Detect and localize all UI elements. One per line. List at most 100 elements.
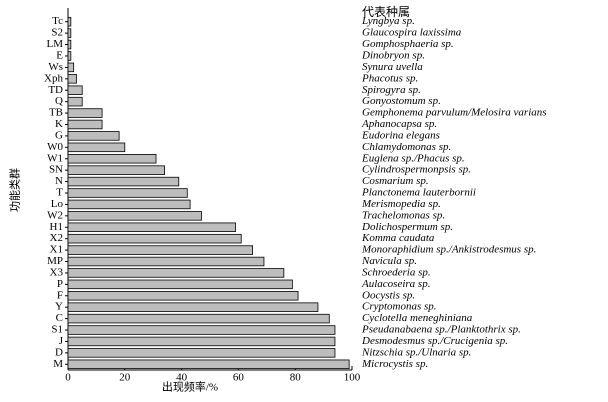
- species-label: Gomphosphaeria sp.: [362, 38, 454, 50]
- y-tick-label: S1: [51, 324, 63, 336]
- bar: [67, 279, 293, 290]
- bar: [67, 199, 191, 210]
- species-label: Pseudanabaena sp./Planktothrix sp.: [361, 324, 521, 336]
- y-tick-label: Ws: [48, 61, 63, 73]
- bar: [67, 108, 103, 118]
- y-tick-label: E: [56, 49, 63, 61]
- y-tick-label: P: [57, 278, 63, 290]
- species-label: Aphanocapsa sp.: [361, 118, 437, 130]
- species-label: Dolichospermum sp.: [361, 221, 453, 233]
- y-tick-label: LM: [47, 38, 64, 50]
- y-tick-label: N: [55, 175, 63, 187]
- bar: [67, 96, 83, 107]
- y-tick-label: C: [56, 312, 63, 324]
- species-label: Merismopedia sp.: [361, 198, 441, 210]
- x-tick-label: 40: [176, 372, 188, 384]
- species-label: Desmodesmus sp./Crucigenia sp.: [361, 335, 508, 347]
- y-tick-label: MP: [47, 255, 63, 267]
- species-label: Komma caudata: [361, 232, 435, 244]
- y-tick-label: Xph: [44, 72, 63, 84]
- species-label: Navicula sp.: [361, 255, 417, 267]
- bar: [67, 188, 188, 198]
- y-tick-label: W1: [47, 152, 63, 164]
- x-tick-label: 80: [290, 372, 302, 384]
- species-label: Spirogyra sp.: [362, 84, 421, 96]
- y-tick-label: SN: [49, 164, 63, 176]
- bar: [67, 313, 330, 324]
- x-tick-label: 60: [233, 372, 245, 384]
- species-label: Dinobryon sp.: [361, 49, 425, 61]
- bar: [67, 16, 72, 27]
- bar: [67, 39, 72, 50]
- bar: [67, 165, 165, 175]
- y-tick-label: TB: [49, 107, 63, 119]
- bar: [67, 211, 202, 221]
- bar: [67, 51, 72, 61]
- x-tick-label: 20: [119, 372, 131, 384]
- bar: [67, 359, 350, 370]
- y-tick-label: K: [55, 118, 63, 130]
- species-label: Cylindrospermonpsis sp.: [362, 164, 471, 176]
- species-label: Microcystis sp.: [361, 358, 428, 370]
- species-label: Oocystis sp.: [362, 289, 415, 301]
- bar: [67, 291, 299, 301]
- bar: [67, 233, 242, 244]
- bar: [67, 154, 157, 164]
- bar: [67, 256, 265, 267]
- species-label: Eudorina elegans: [361, 129, 440, 141]
- bar: [67, 302, 319, 312]
- species-label: Euglena sp./Phacus sp.: [361, 152, 465, 164]
- species-label: Cryptomonas sp.: [362, 301, 437, 313]
- species-label: Phacotus sp.: [361, 72, 418, 84]
- species-label: Planctonema lauterbornii: [361, 187, 476, 199]
- y-axis-label: 功能类群: [8, 168, 22, 212]
- bar: [67, 74, 77, 84]
- species-label: Gemphonema parvulum/Melosira varians: [362, 107, 547, 119]
- species-label: Synura uvella: [362, 61, 423, 73]
- bar: [67, 245, 254, 255]
- y-tick-label: Lo: [51, 198, 64, 210]
- bar: [67, 336, 336, 347]
- species-header: 代表种属: [362, 5, 410, 19]
- bar: [67, 348, 336, 358]
- bar: [67, 131, 120, 141]
- bar: [67, 28, 72, 38]
- y-tick-label: X2: [50, 232, 63, 244]
- y-tick-label: H1: [50, 221, 63, 233]
- species-label: Chlamydomonas sp.: [362, 141, 451, 153]
- bar: [67, 85, 83, 95]
- bar: [67, 142, 126, 153]
- x-axis-label: 出现频率/%: [162, 380, 218, 394]
- y-tick-label: X3: [50, 266, 64, 278]
- species-label: Nitzschia sp./Ulnaria sp.: [361, 346, 471, 358]
- species-label: Trachelomonas sp.: [362, 209, 445, 221]
- species-label: Cosmarium sp.: [362, 175, 429, 187]
- x-tick-label: 0: [65, 372, 71, 384]
- y-tick-label: M: [53, 358, 63, 370]
- species-label: Glaucospira laxissima: [362, 27, 462, 39]
- species-label: Monoraphidium sp./Ankistrodesmus sp.: [361, 244, 536, 256]
- y-tick-label: TD: [48, 84, 63, 96]
- y-tick-label: J: [59, 335, 64, 347]
- y-tick-label: X1: [50, 244, 63, 256]
- species-label: Lyngbya sp.: [361, 15, 415, 27]
- species-label: Aulacoseira sp.: [361, 278, 430, 290]
- y-tick-label: Tc: [52, 15, 63, 27]
- y-tick-label: S2: [51, 27, 63, 39]
- y-tick-label: W2: [47, 209, 63, 221]
- species-label: Cyclotella meneghiniana: [362, 312, 473, 324]
- bar: [67, 176, 180, 187]
- bar: [67, 325, 336, 335]
- y-tick-label: F: [57, 289, 63, 301]
- bar: [67, 222, 236, 232]
- bar: [67, 62, 75, 73]
- species-label: Schroederia sp.: [362, 266, 431, 278]
- x-tick-label: 100: [344, 372, 361, 384]
- y-tick-label: G: [55, 129, 63, 141]
- y-tick-label: W0: [47, 141, 63, 153]
- bar: [67, 268, 285, 278]
- bar: [67, 119, 103, 130]
- y-tick-label: T: [56, 187, 63, 199]
- y-tick-label: Q: [55, 95, 63, 107]
